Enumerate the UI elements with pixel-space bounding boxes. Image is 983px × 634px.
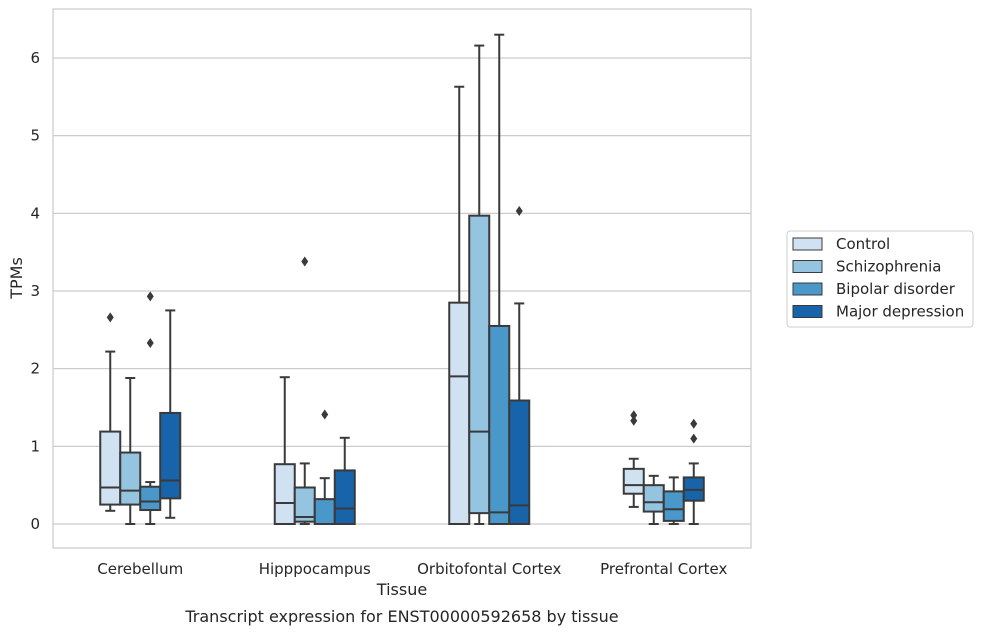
box-body — [642, 484, 665, 513]
outlier-point — [630, 415, 638, 426]
box-body — [508, 399, 531, 526]
x-tick-label: Prefrontal Cortex — [600, 560, 727, 578]
y-tick-label: 4 — [30, 204, 40, 222]
box-body — [99, 430, 122, 506]
box-body — [448, 301, 471, 525]
outlier-point — [301, 256, 309, 267]
box-0-3 — [159, 309, 182, 519]
legend-label: Bipolar disorder — [836, 280, 956, 298]
outlier-point — [690, 433, 698, 444]
box-2-3 — [508, 206, 531, 526]
legend-label: Schizophrenia — [836, 258, 941, 276]
box-body — [622, 467, 645, 495]
y-tick-label: 6 — [30, 49, 40, 67]
box-3-3 — [682, 418, 705, 525]
outlier-point — [146, 291, 154, 302]
outlier-point — [690, 418, 698, 429]
plot-area — [52, 8, 752, 549]
box-body — [119, 451, 142, 506]
legend-swatch — [792, 237, 823, 251]
x-tick-label: Orbitofontal Cortex — [417, 560, 561, 578]
legend-label: Control — [836, 235, 890, 253]
box-0-0 — [99, 312, 122, 512]
legend-swatch — [792, 305, 823, 318]
outlier-point — [630, 410, 638, 421]
legend-swatch — [792, 282, 823, 296]
legend-swatch — [792, 260, 823, 273]
box-0-1 — [119, 376, 142, 525]
x-axis-label: Tissue — [376, 580, 427, 599]
box-body — [488, 324, 511, 526]
outlier-point — [146, 338, 154, 349]
y-tick-label: 0 — [30, 515, 40, 533]
legend: Control Schizophrenia Bipolar disorder Majo… — [786, 230, 974, 328]
y-tick-label: 1 — [30, 437, 40, 455]
box-2-1 — [468, 44, 491, 525]
y-tick-label: 3 — [30, 282, 40, 300]
x-tick-labels: Cerebellum Hipppocampus Orbitofontal Corte… — [97, 560, 727, 578]
outlier-point — [106, 312, 114, 323]
outlier-point — [515, 206, 523, 217]
box-body — [273, 463, 296, 525]
figure-caption: Transcript expression for ENST0000059265… — [184, 607, 618, 626]
box-2-2 — [488, 33, 511, 526]
outlier-point — [321, 409, 329, 420]
box-1-3 — [333, 436, 356, 526]
box-body — [468, 214, 491, 515]
box-body — [139, 485, 162, 512]
legend-frame — [786, 230, 974, 328]
box-3-2 — [662, 476, 685, 525]
x-tick-label: Cerebellum — [97, 560, 183, 578]
box-marks — [99, 33, 705, 526]
y-tick-label: 5 — [30, 127, 40, 145]
box-body — [333, 469, 356, 526]
y-tick-labels: 0 1 2 3 4 5 6 — [30, 49, 40, 533]
box-body — [662, 490, 685, 522]
box-3-0 — [622, 410, 645, 508]
box-body — [159, 411, 182, 500]
box-body — [313, 498, 336, 525]
y-axis-label: TPMs — [7, 257, 26, 300]
y-tick-label: 2 — [30, 360, 40, 378]
x-tick-label: Hipppocampus — [259, 560, 371, 578]
legend-label: Major depression — [836, 303, 964, 321]
